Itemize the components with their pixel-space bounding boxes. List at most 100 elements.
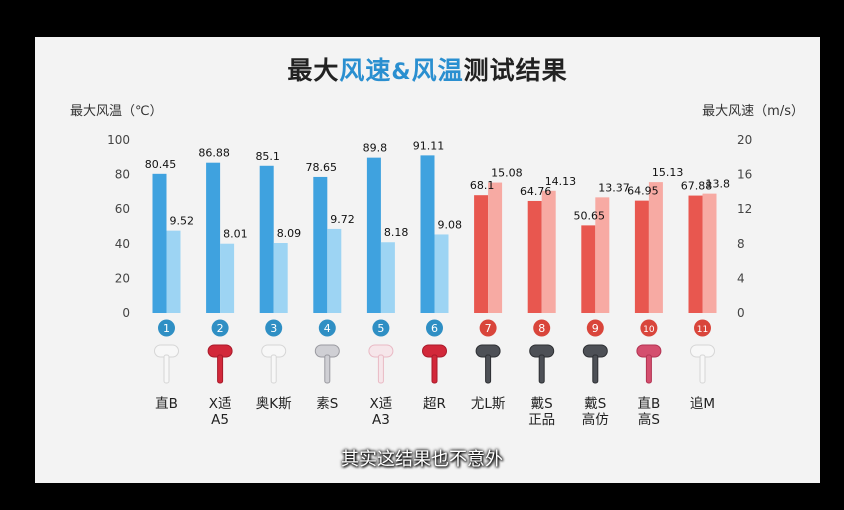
speed-bar — [220, 243, 235, 313]
temp-data-label: 86.88 — [198, 147, 230, 160]
hair-dryer-handle-icon — [270, 354, 277, 384]
hair-dryer-handle-icon — [699, 354, 706, 384]
category-name-line2: A5 — [211, 412, 229, 428]
hair-dryer-handle-icon — [377, 354, 384, 384]
category-name-line2: A3 — [372, 412, 390, 428]
temp-bar — [152, 173, 167, 313]
category-name: 戴S — [531, 396, 553, 412]
category-name: 奥K斯 — [256, 395, 292, 412]
temp-bar — [527, 200, 542, 313]
video-subtitle: 其实这结果也不意外 — [341, 449, 503, 470]
temp-bar — [688, 195, 703, 313]
right-tick-label: 12 — [737, 202, 752, 216]
category-badge — [265, 319, 283, 337]
category-name: 追M — [690, 396, 715, 412]
temp-bar — [420, 155, 435, 313]
category-badge — [426, 319, 443, 337]
category-name-line2: 高仿 — [582, 411, 609, 428]
title-part-3: 风温 — [411, 56, 464, 85]
hair-dryer-handle-icon — [592, 354, 599, 384]
hair-dryer-handle-icon — [485, 354, 492, 384]
category-badge — [372, 319, 390, 337]
temp-bar — [634, 200, 649, 313]
temp-data-label: 68.1 — [470, 179, 495, 192]
chart-title: 最大风速&风温测试结果 — [35, 51, 820, 87]
category-badge-number: 6 — [431, 322, 438, 335]
right-tick-label: 8 — [737, 237, 745, 251]
category-badge — [479, 319, 497, 337]
speed-data-label: 13.8 — [706, 178, 731, 191]
category-badge-number: 9 — [592, 322, 599, 335]
category-name: 直B — [638, 396, 661, 412]
hair-dryer-handle-icon — [538, 354, 545, 384]
speed-bar — [595, 197, 610, 313]
temp-bar — [366, 157, 381, 313]
speed-bar — [541, 190, 556, 313]
category-badge — [533, 319, 551, 337]
left-tick-label: 40 — [115, 237, 130, 251]
left-tick-label: 100 — [107, 133, 130, 147]
category-badge-number: 7 — [485, 322, 492, 335]
speed-data-label: 8.01 — [223, 228, 248, 241]
temp-data-label: 91.11 — [413, 139, 445, 152]
category-name: 戴S — [584, 396, 606, 412]
speed-data-label: 9.08 — [438, 218, 463, 231]
temp-data-label: 64.76 — [520, 185, 552, 198]
speed-bar — [273, 243, 288, 313]
temp-data-label: 78.65 — [306, 161, 338, 174]
left-tick-label: 60 — [115, 202, 130, 216]
category-badge-number: 3 — [270, 322, 277, 335]
hair-dryer-handle-icon — [431, 354, 438, 384]
category-badge-number: 2 — [217, 322, 224, 335]
hair-dryer-handle-icon — [163, 354, 170, 384]
hair-dryer-handle-icon — [324, 354, 331, 384]
right-tick-label: 20 — [737, 133, 752, 147]
title-ampersand: & — [391, 60, 412, 85]
category-badge — [694, 319, 711, 337]
left-axis-title: 最大风温（℃） — [70, 104, 163, 119]
category-badge-number: 1 — [163, 322, 170, 335]
right-tick-label: 16 — [737, 168, 752, 182]
temp-bar — [313, 176, 328, 313]
category-name: 素S — [316, 396, 338, 412]
category-badge — [586, 319, 604, 337]
temp-data-label: 85.1 — [255, 150, 280, 163]
speed-bar — [488, 182, 503, 313]
speed-data-label: 8.18 — [384, 226, 409, 239]
category-name-line2: 高S — [638, 411, 660, 428]
title-part-4: 测试结果 — [463, 56, 568, 85]
category-badge — [158, 319, 175, 337]
speed-data-label: 15.13 — [652, 166, 684, 179]
left-tick-label: 80 — [115, 168, 130, 182]
speed-bar — [702, 193, 717, 313]
category-name-line2: 正品 — [528, 412, 555, 428]
temp-data-label: 64.95 — [627, 185, 659, 198]
temp-bar — [581, 225, 596, 313]
speed-bar — [166, 230, 181, 313]
speed-data-label: 14.13 — [545, 175, 577, 188]
temp-bar — [206, 162, 221, 313]
speed-bar — [434, 234, 449, 313]
category-badge — [211, 319, 229, 337]
category-badge — [640, 319, 658, 337]
category-badge-number: 11 — [697, 325, 708, 335]
hair-dryer-handle-icon — [645, 354, 652, 384]
category-badge-number: 4 — [324, 322, 331, 335]
category-badge-number: 8 — [538, 322, 545, 335]
speed-data-label: 8.09 — [277, 227, 302, 240]
left-tick-label: 0 — [122, 306, 130, 320]
category-badge — [318, 319, 336, 337]
speed-bar — [648, 182, 663, 313]
temp-bar — [474, 195, 489, 313]
category-name: 直B — [155, 396, 178, 412]
temp-data-label: 67.88 — [681, 180, 713, 193]
right-tick-label: 4 — [737, 271, 745, 285]
category-name: 超R — [423, 396, 446, 412]
right-tick-label: 0 — [737, 306, 745, 320]
category-name: X适 — [370, 396, 393, 412]
speed-data-label: 15.08 — [491, 167, 522, 180]
temp-data-label: 80.45 — [145, 158, 177, 171]
category-name: 尤L斯 — [471, 396, 506, 412]
hair-dryer-handle-icon — [217, 354, 224, 384]
